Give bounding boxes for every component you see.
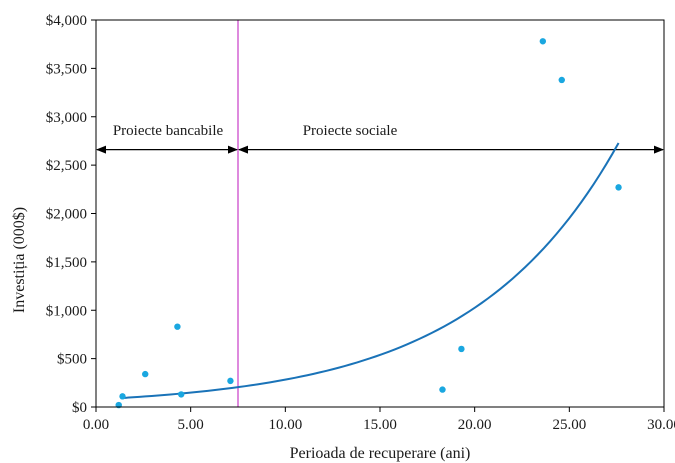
data-point <box>539 38 547 45</box>
y-axis-title: Investiția (000$) <box>11 207 28 313</box>
y-tick-label: $1,000 <box>46 303 87 319</box>
labels: Investiția (000$) Perioada de recuperare… <box>11 123 470 462</box>
region-label-sociale: Proiecte sociale <box>303 123 398 139</box>
y-tick-label: $0 <box>72 400 87 416</box>
x-tick-label: 15.00 <box>363 417 397 433</box>
x-tick-label: 10.00 <box>268 417 302 433</box>
data-point <box>178 391 185 398</box>
region-arrow-sociale <box>238 145 664 154</box>
x-axis-title: Perioada de recuperare (ani) <box>290 445 471 462</box>
data-point <box>142 370 149 378</box>
region-arrow-bancabile <box>96 145 238 154</box>
region-arrow-sociale-right-head <box>654 145 664 154</box>
y-tick-label: $3,500 <box>46 61 87 77</box>
region-label-bancabile: Proiecte bancabile <box>113 123 224 139</box>
region-arrow-bancabile-left-head <box>96 145 106 154</box>
data-point <box>174 323 181 330</box>
x-tick-label: 30.00 <box>647 417 675 433</box>
data-point <box>119 393 126 400</box>
y-tick-label: $4,000 <box>46 13 87 29</box>
data-point <box>439 386 446 393</box>
y-tick-label: $3,000 <box>46 110 87 126</box>
y-tick-label: $500 <box>57 352 87 368</box>
plot-frame <box>95 19 665 408</box>
data-point <box>615 184 622 191</box>
x-tick-label: 5.00 <box>178 417 204 433</box>
axes: 0.00 5.00 10.00 15.00 20.00 25.00 30.00 $0 $500 $… <box>46 13 675 433</box>
region-arrow-sociale-left-head <box>238 145 248 154</box>
data-point <box>458 345 465 353</box>
data-point <box>227 377 234 385</box>
y-tick-label: $2,500 <box>46 158 87 174</box>
region-arrow-bancabile-right-head <box>228 145 238 154</box>
trendline <box>120 142 620 400</box>
x-tick-label: 20.00 <box>458 417 492 433</box>
y-tick-label: $2,000 <box>46 207 87 223</box>
x-tick-label: 0.00 <box>83 417 109 433</box>
plot-area <box>96 20 664 409</box>
x-tick-label: 25.00 <box>552 417 586 433</box>
data-point <box>558 76 565 84</box>
y-tick-label: $1,500 <box>46 255 87 271</box>
